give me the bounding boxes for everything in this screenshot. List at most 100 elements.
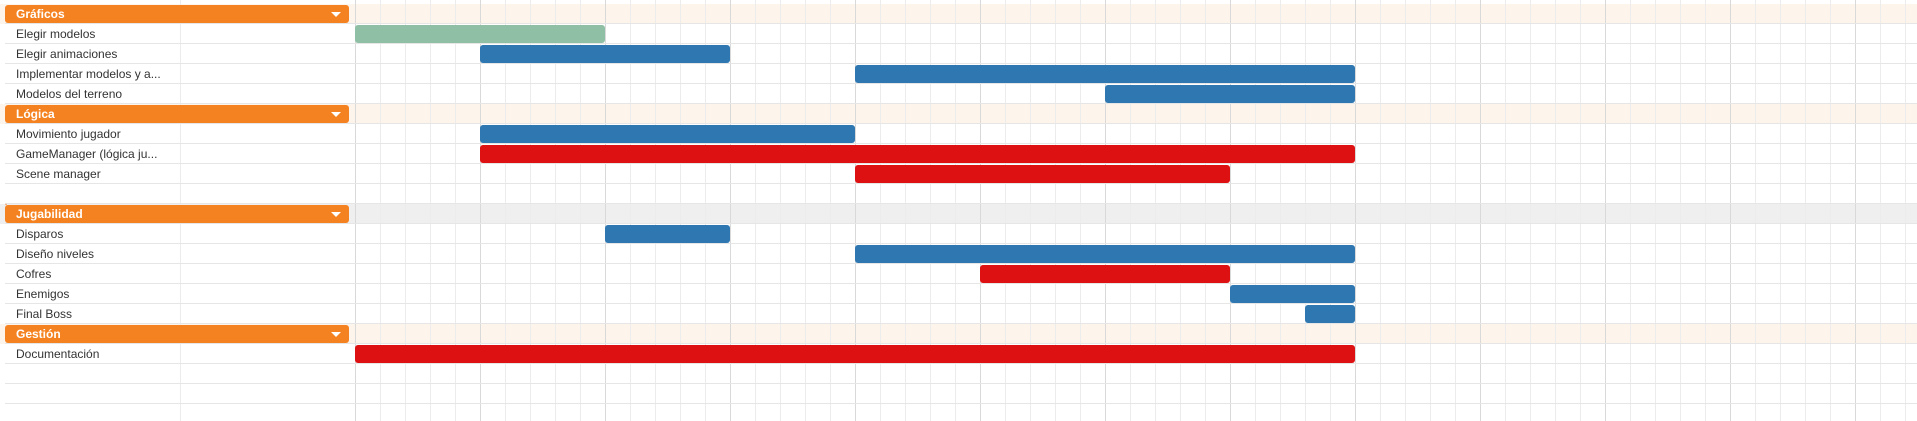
grid-line bbox=[830, 0, 831, 421]
task-bar[interactable] bbox=[480, 45, 730, 63]
group-header-label: Lógica bbox=[16, 107, 55, 121]
group-row-band bbox=[0, 4, 1917, 24]
grid-line bbox=[980, 0, 981, 421]
grid-line bbox=[655, 0, 656, 421]
row-divider bbox=[5, 323, 1917, 324]
task-label[interactable]: Elegir modelos bbox=[16, 27, 96, 41]
task-bar[interactable] bbox=[1230, 285, 1355, 303]
row-divider bbox=[5, 383, 1917, 384]
grid-line bbox=[1505, 0, 1506, 421]
task-label[interactable]: Implementar modelos y a... bbox=[16, 67, 161, 81]
task-label[interactable]: Cofres bbox=[16, 267, 52, 281]
grid-line bbox=[1080, 0, 1081, 421]
group-header[interactable]: Lógica bbox=[5, 105, 349, 123]
chevron-down-icon[interactable] bbox=[331, 112, 341, 117]
grid-line bbox=[705, 0, 706, 421]
task-bar[interactable] bbox=[1305, 305, 1355, 323]
task-bar[interactable] bbox=[855, 165, 1230, 183]
task-bar[interactable] bbox=[355, 25, 605, 43]
grid-line bbox=[1680, 0, 1681, 421]
group-header-label: Gestión bbox=[16, 327, 61, 341]
chevron-down-icon[interactable] bbox=[331, 212, 341, 217]
group-header-label: Gráficos bbox=[16, 7, 65, 21]
chevron-down-icon[interactable] bbox=[331, 12, 341, 17]
grid-line bbox=[605, 0, 606, 421]
task-label[interactable]: Diseño niveles bbox=[16, 247, 95, 261]
row-divider bbox=[5, 83, 1917, 84]
grid-line bbox=[1405, 0, 1406, 421]
task-label[interactable]: Movimiento jugador bbox=[16, 127, 121, 141]
group-header-label: Jugabilidad bbox=[16, 207, 83, 221]
task-bar[interactable] bbox=[605, 225, 730, 243]
grid-line bbox=[805, 0, 806, 421]
grid-line bbox=[1580, 0, 1581, 421]
grid-line bbox=[1305, 0, 1306, 421]
grid-line bbox=[880, 0, 881, 421]
grid-line bbox=[1880, 0, 1881, 421]
grid-line bbox=[1905, 0, 1906, 421]
grid-line bbox=[1155, 0, 1156, 421]
task-bar[interactable] bbox=[980, 265, 1230, 283]
grid-line bbox=[555, 0, 556, 421]
grid-line bbox=[1180, 0, 1181, 421]
grid-line bbox=[855, 0, 856, 421]
row-divider bbox=[5, 183, 1917, 184]
task-label[interactable]: Documentación bbox=[16, 347, 100, 361]
row-divider bbox=[5, 23, 1917, 24]
grid-line bbox=[680, 0, 681, 421]
grid-line bbox=[1705, 0, 1706, 421]
group-header[interactable]: Gestión bbox=[5, 325, 349, 343]
group-header[interactable]: Gráficos bbox=[5, 5, 349, 23]
group-header[interactable]: Jugabilidad bbox=[5, 205, 349, 223]
task-bar[interactable] bbox=[480, 145, 1355, 163]
grid-line bbox=[480, 0, 481, 421]
task-label[interactable]: Enemigos bbox=[16, 287, 70, 301]
task-bar[interactable] bbox=[1105, 85, 1355, 103]
grid-line bbox=[1780, 0, 1781, 421]
grid-line bbox=[1805, 0, 1806, 421]
grid-line bbox=[1480, 0, 1481, 421]
task-bar[interactable] bbox=[480, 125, 855, 143]
grid-line bbox=[955, 0, 956, 421]
task-label[interactable]: Scene manager bbox=[16, 167, 101, 181]
task-label[interactable]: Final Boss bbox=[16, 307, 73, 321]
row-divider bbox=[5, 303, 1917, 304]
row-divider bbox=[5, 143, 1917, 144]
task-label[interactable]: GameManager (lógica ju... bbox=[16, 147, 158, 161]
row-divider bbox=[5, 63, 1917, 64]
grid-line bbox=[1630, 0, 1631, 421]
grid-line bbox=[1355, 0, 1356, 421]
grid-line bbox=[905, 0, 906, 421]
row-divider bbox=[5, 403, 1917, 404]
grid-line bbox=[1280, 0, 1281, 421]
grid-line bbox=[1380, 0, 1381, 421]
task-bar[interactable] bbox=[355, 345, 1355, 363]
grid-line bbox=[1730, 0, 1731, 421]
task-bar[interactable] bbox=[855, 245, 1355, 263]
task-label[interactable]: Elegir animaciones bbox=[16, 47, 118, 61]
grid-line bbox=[1055, 0, 1056, 421]
task-label[interactable] bbox=[16, 184, 176, 204]
grid-line bbox=[1655, 0, 1656, 421]
row-divider bbox=[5, 263, 1917, 264]
grid-line bbox=[1430, 0, 1431, 421]
grid-line bbox=[1455, 0, 1456, 421]
grid-line bbox=[1005, 0, 1006, 421]
task-label[interactable]: Disparos bbox=[16, 227, 64, 241]
grid-line bbox=[1855, 0, 1856, 421]
row-divider bbox=[5, 223, 1917, 224]
drag-handle-icon[interactable]: ⋮ bbox=[1, 203, 11, 214]
row-divider bbox=[5, 103, 1917, 104]
row-divider bbox=[5, 363, 1917, 364]
row-divider bbox=[5, 203, 1917, 204]
grid-line bbox=[1105, 0, 1106, 421]
task-bar[interactable] bbox=[855, 65, 1355, 83]
grid-line bbox=[530, 0, 531, 421]
grid-line bbox=[1755, 0, 1756, 421]
chevron-down-icon[interactable] bbox=[331, 332, 341, 337]
row-divider bbox=[5, 123, 1917, 124]
row-divider bbox=[5, 243, 1917, 244]
group-row-band bbox=[0, 104, 1917, 124]
task-label[interactable]: Modelos del terreno bbox=[16, 87, 123, 101]
grid-line bbox=[730, 0, 731, 421]
